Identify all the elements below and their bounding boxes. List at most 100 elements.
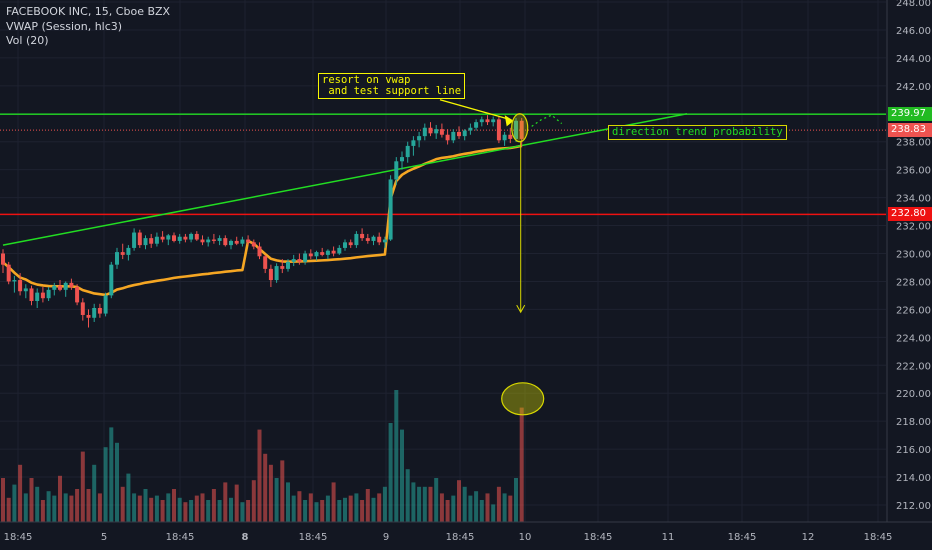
candle-body: [365, 238, 370, 241]
volume-bar: [325, 495, 330, 522]
projection-dotted-path: [531, 114, 563, 127]
highlight-ellipse: [511, 113, 529, 143]
candle-body: [115, 252, 119, 265]
time-tick-label: 12: [802, 532, 815, 543]
volume-bar: [69, 495, 74, 522]
candle-body: [519, 120, 524, 139]
volume-bar: [468, 495, 473, 522]
candle-body: [166, 235, 171, 240]
volume-bar: [143, 489, 148, 522]
candle-body: [474, 122, 479, 128]
candle-body: [18, 280, 23, 292]
candle-body: [371, 236, 376, 241]
price-tick-label: 244.00: [896, 54, 931, 65]
symbol-title[interactable]: FACEBOOK INC, 15, Cboe BZX: [6, 5, 171, 18]
price-tick-label: 234.00: [896, 194, 931, 205]
volume-bar: [422, 486, 427, 522]
last-price-tag: 238.83: [888, 123, 932, 138]
price-tick-label: 226.00: [896, 305, 931, 316]
price-tick-label: 218.00: [896, 417, 931, 428]
candle-body: [86, 314, 91, 318]
volume-bar: [200, 493, 205, 522]
candle-body: [126, 247, 131, 255]
price-axis[interactable]: 248.00246.00244.00242.00240.00238.00236.…: [886, 0, 931, 522]
volume-bar: [377, 493, 382, 522]
candle-body: [428, 127, 433, 134]
candle-body: [257, 246, 262, 257]
volume-bar: [251, 480, 256, 522]
volume-indicator-label[interactable]: Vol (20): [6, 34, 49, 47]
volume-bar: [365, 489, 370, 522]
time-tick-label: 9: [383, 532, 389, 543]
chart-legend: FACEBOOK INC, 15, Cboe BZX VWAP (Session…: [6, 5, 170, 49]
volume-bar: [428, 486, 433, 522]
candle-body: [445, 134, 450, 141]
candle-body: [172, 235, 176, 241]
volume-bar: [394, 390, 399, 522]
direction-annotation[interactable]: direction trend probability: [608, 125, 787, 140]
time-tick-label: 18:45: [4, 532, 33, 543]
volume-bar: [291, 495, 296, 522]
candle-body: [348, 242, 353, 246]
volume-bar: [360, 500, 365, 522]
candle-body: [280, 266, 285, 269]
candle-body: [297, 259, 302, 262]
volume-bar: [63, 493, 68, 522]
volume-bar: [496, 486, 501, 522]
price-tick-label: 238.00: [896, 138, 931, 149]
candle-body: [496, 119, 501, 141]
volume-bar: [354, 493, 359, 522]
volume-bar: [457, 480, 461, 522]
volume-bar: [194, 495, 199, 522]
price-tick-label: 224.00: [896, 333, 931, 344]
time-tick-label: 8: [242, 532, 249, 543]
volume-bar: [502, 493, 507, 522]
candle-body: [40, 292, 45, 299]
price-tick-label: 236.00: [896, 166, 931, 177]
volume-bar: [491, 504, 496, 522]
volume-bar: [320, 500, 325, 522]
volume-bar: [474, 491, 479, 522]
candle-body: [46, 289, 51, 299]
volume-bar: [75, 489, 80, 522]
volume-bar: [280, 460, 285, 522]
candle-body: [325, 250, 330, 255]
volume-bar: [115, 442, 119, 522]
volume-bar: [46, 491, 51, 522]
vwap-annotation[interactable]: resort on vwap and test support line: [318, 73, 466, 99]
candle-body: [439, 129, 444, 135]
candle-body: [451, 131, 456, 141]
vwap-indicator-label[interactable]: VWAP (Session, hlc3): [6, 19, 123, 33]
volume-bar: [172, 489, 176, 522]
time-tick-label: 18:45: [446, 532, 475, 543]
candle-body: [217, 238, 222, 241]
volume-bar: [103, 447, 108, 522]
candle-body: [246, 239, 251, 243]
candle-body: [343, 242, 347, 248]
candle-body: [1, 253, 5, 265]
volume-bar: [6, 497, 11, 522]
candle-body: [92, 307, 97, 318]
candle-body: [274, 266, 279, 281]
price-tick-label: 228.00: [896, 277, 931, 288]
candle-body: [223, 238, 228, 246]
time-axis[interactable]: 18:45 5 18:45 8 18:45 9 18:45 10 18:45 11 18:45 12 1…: [0, 521, 932, 543]
candle-body: [263, 256, 268, 269]
volume-bar: [308, 493, 313, 522]
candle-body: [485, 119, 490, 123]
candle-body: [75, 287, 80, 303]
support-price-tag: 232.80: [888, 207, 932, 222]
candle-body: [103, 295, 108, 314]
resistance-price-tag: 239.97: [888, 107, 932, 122]
candle-body: [382, 239, 387, 243]
candle-body: [394, 161, 399, 180]
candle-body: [132, 232, 137, 248]
candle-body: [97, 307, 102, 314]
candle-body: [314, 252, 319, 257]
volume-bar: [86, 489, 91, 522]
volume-bar: [12, 484, 17, 522]
candle-body: [160, 236, 165, 240]
volume-bar: [508, 495, 513, 522]
candle-body: [137, 232, 142, 246]
